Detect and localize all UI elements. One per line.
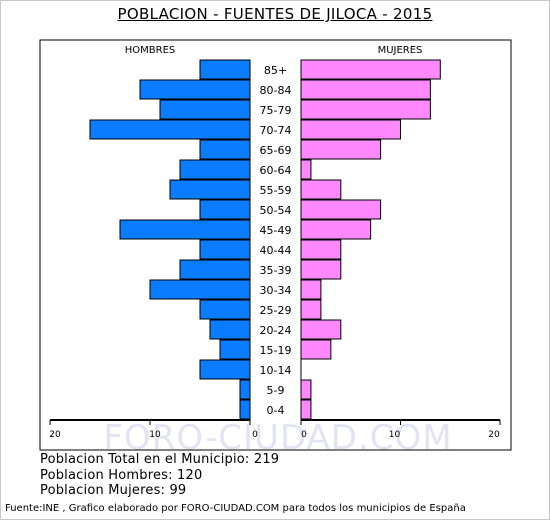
bar-mujeres bbox=[300, 399, 312, 420]
bar-mujeres bbox=[300, 159, 312, 180]
bar-hombres bbox=[199, 139, 251, 160]
age-group-label: 15-19 bbox=[260, 344, 292, 357]
age-group-label: 20-24 bbox=[260, 324, 292, 337]
age-group-label: 35-39 bbox=[260, 264, 292, 277]
age-group-label: 40-44 bbox=[260, 244, 292, 257]
age-group-label: 80-84 bbox=[260, 84, 292, 97]
bar-mujeres bbox=[300, 339, 332, 360]
bar-hombres bbox=[159, 99, 251, 120]
bar-mujeres bbox=[300, 79, 431, 100]
bar-hombres bbox=[239, 399, 251, 420]
bar-mujeres bbox=[300, 259, 342, 280]
age-group-label: 0-4 bbox=[267, 404, 285, 417]
bar-hombres bbox=[139, 79, 251, 100]
bar-hombres bbox=[199, 359, 251, 380]
bar-mujeres bbox=[300, 119, 401, 140]
age-group-label: 75-79 bbox=[260, 104, 292, 117]
bar-hombres bbox=[239, 379, 251, 400]
age-group-label: 45-49 bbox=[260, 224, 292, 237]
series-label-hombres: HOMBRES bbox=[125, 45, 176, 56]
age-group-label: 30-34 bbox=[260, 284, 292, 297]
bar-mujeres bbox=[300, 199, 382, 220]
tick-label-left: 20 bbox=[49, 430, 61, 440]
series-label-mujeres: MUJERES bbox=[378, 45, 423, 56]
bar-hombres bbox=[169, 179, 251, 200]
age-group-label: 65-69 bbox=[260, 144, 292, 157]
bar-mujeres bbox=[300, 99, 431, 120]
bar-mujeres bbox=[300, 59, 441, 80]
bar-hombres bbox=[119, 219, 251, 240]
bar-hombres bbox=[199, 199, 251, 220]
tick-label-right: 10 bbox=[389, 430, 401, 440]
chart-title: POBLACION - FUENTES DE JILOCA - 2015 bbox=[0, 5, 550, 23]
chart-title-text: POBLACION - FUENTES DE JILOCA - 2015 bbox=[117, 5, 433, 23]
chart-frame bbox=[39, 39, 512, 451]
bar-hombres bbox=[219, 339, 251, 360]
bar-mujeres bbox=[300, 279, 322, 300]
bar-hombres bbox=[179, 259, 251, 280]
tick-label-right: 0 bbox=[301, 430, 307, 440]
age-group-label: 10-14 bbox=[260, 364, 292, 377]
source-credit: Fuente:INE , Grafico elaborado por FORO-… bbox=[5, 503, 466, 514]
age-group-label: 55-59 bbox=[260, 184, 292, 197]
summary-total: Poblacion Total en el Municipio: 219 bbox=[40, 452, 280, 467]
bar-mujeres bbox=[300, 379, 312, 400]
bar-mujeres bbox=[300, 219, 372, 240]
summary-mujeres: Poblacion Mujeres: 99 bbox=[40, 483, 187, 498]
bar-hombres bbox=[149, 279, 251, 300]
bar-hombres bbox=[199, 239, 251, 260]
bar-hombres bbox=[209, 319, 251, 340]
summary-hombres: Poblacion Hombres: 120 bbox=[40, 468, 203, 483]
bar-mujeres bbox=[300, 179, 342, 200]
tick-label-right: 20 bbox=[488, 430, 500, 440]
age-group-label: 50-54 bbox=[260, 204, 292, 217]
age-group-label: 5-9 bbox=[267, 384, 285, 397]
tick-label-left: 10 bbox=[149, 430, 161, 440]
bar-hombres bbox=[199, 59, 251, 80]
age-group-label: 60-64 bbox=[260, 164, 292, 177]
age-group-label: 85+ bbox=[264, 64, 287, 77]
bar-mujeres bbox=[300, 239, 342, 260]
tick-label-left: 0 bbox=[252, 430, 258, 440]
bar-mujeres bbox=[300, 319, 342, 340]
watermark-text: FORO-CIUDAD.COM bbox=[103, 418, 452, 458]
bar-hombres bbox=[199, 299, 251, 320]
bar-hombres bbox=[89, 119, 251, 140]
bar-hombres bbox=[179, 159, 251, 180]
bar-mujeres bbox=[300, 139, 382, 160]
age-group-label: 25-29 bbox=[260, 304, 292, 317]
bar-mujeres bbox=[300, 299, 322, 320]
age-group-label: 70-74 bbox=[260, 124, 292, 137]
